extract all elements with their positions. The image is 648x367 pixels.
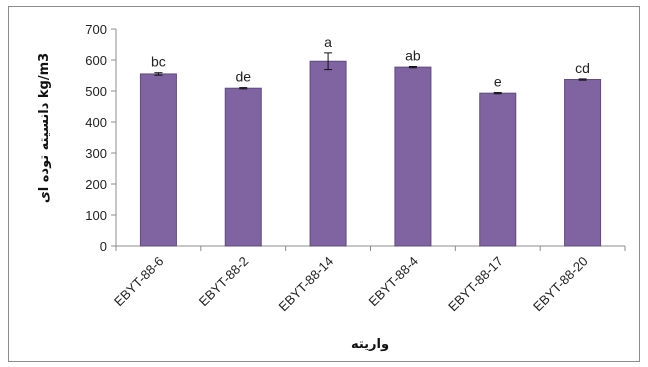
x-tick-label: EBYT-88-4 bbox=[365, 254, 421, 310]
bar bbox=[139, 73, 177, 247]
x-axis bbox=[115, 245, 626, 251]
y-tick-label: 200 bbox=[85, 177, 107, 192]
bar bbox=[479, 92, 517, 247]
x-tick-labels: EBYT-88-6 EBYT-88-2 EBYT-88-14 EBYT-88-4 EBY… bbox=[111, 254, 591, 315]
y-tick-label: 500 bbox=[85, 84, 107, 99]
y-axis-title: kg/m3 دانسیته توده ای bbox=[37, 53, 52, 203]
data-labels: bc de a ab e cd bbox=[151, 34, 590, 90]
data-label: cd bbox=[575, 60, 590, 76]
y-tick-label: 0 bbox=[100, 239, 107, 254]
data-label: ab bbox=[405, 48, 421, 64]
x-tick-label: EBYT-88-2 bbox=[196, 254, 252, 310]
x-tick-label: EBYT-88-6 bbox=[111, 254, 167, 310]
y-tick-label: 300 bbox=[85, 146, 107, 161]
error-bars bbox=[154, 52, 587, 95]
x-tick-label: EBYT-88-20 bbox=[530, 254, 591, 315]
bar bbox=[394, 66, 432, 247]
y-tick-label: 600 bbox=[85, 53, 107, 68]
x-tick-label: EBYT-88-14 bbox=[276, 254, 337, 315]
y-tick-label: 100 bbox=[85, 208, 107, 223]
y-tick-label: 700 bbox=[85, 22, 107, 37]
bars bbox=[139, 60, 602, 247]
data-label: e bbox=[494, 74, 502, 90]
bar bbox=[224, 87, 262, 247]
x-axis-title: واریته bbox=[351, 337, 389, 352]
data-label: bc bbox=[151, 54, 166, 70]
bar bbox=[564, 79, 602, 247]
bar bbox=[309, 60, 347, 247]
y-tick-label: 400 bbox=[85, 115, 107, 130]
y-axis: 0 100 200 300 400 500 600 700 bbox=[85, 22, 117, 254]
data-label: de bbox=[235, 69, 251, 85]
x-tick-label: EBYT-88-17 bbox=[445, 254, 506, 315]
data-label: a bbox=[324, 34, 332, 50]
